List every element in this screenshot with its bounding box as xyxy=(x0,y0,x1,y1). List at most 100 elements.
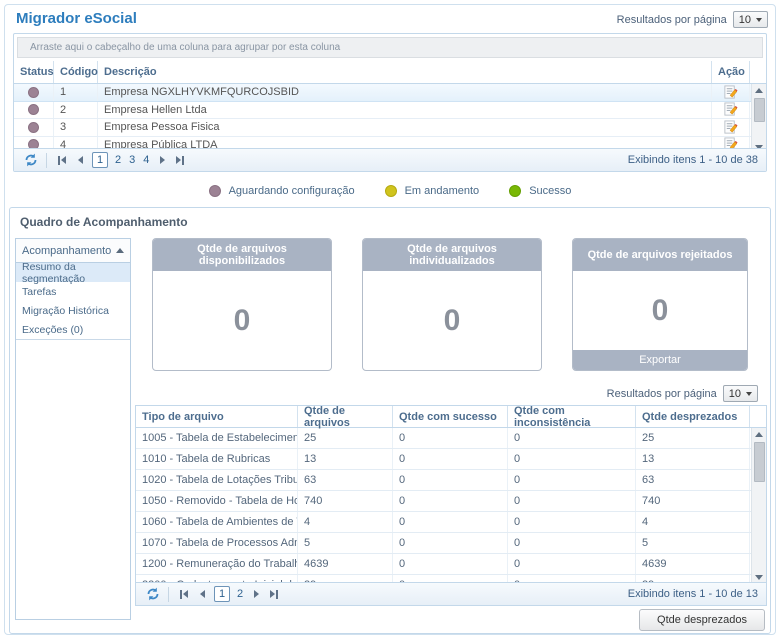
scroll-down-icon[interactable] xyxy=(752,571,766,584)
page-title: Migrador eSocial xyxy=(16,10,137,27)
inconsistencia-cell: 0 xyxy=(508,533,636,553)
column-header-descricao[interactable]: Descrição xyxy=(98,61,712,83)
current-page[interactable]: 1 xyxy=(92,152,108,168)
tipo-cell: 1050 - Removido - Tabela de Horário... xyxy=(136,491,298,511)
table-row[interactable]: 1070 - Tabela de Processos Administ... 5… xyxy=(136,533,766,554)
desprezados-cell: 25 xyxy=(636,428,750,448)
status-icon xyxy=(28,121,39,133)
status-icon xyxy=(28,104,39,116)
next-page-button[interactable] xyxy=(247,586,265,603)
desprezados-cell: 13 xyxy=(636,449,750,469)
page-number[interactable]: 3 xyxy=(129,154,136,166)
status-icon xyxy=(28,86,39,98)
refresh-icon[interactable] xyxy=(22,151,40,169)
status-legend: Aguardando configuração Em andamento Suc… xyxy=(0,182,780,200)
table-row[interactable]: 1060 - Tabela de Ambientes de Trab... 4 … xyxy=(136,512,766,533)
card-title: Qtde de arquivos individualizados xyxy=(363,239,541,271)
sidebar-item-migracao-historica[interactable]: Migração Histórica xyxy=(22,304,109,317)
sucesso-cell: 0 xyxy=(393,512,508,532)
last-page-button[interactable] xyxy=(171,152,189,169)
table-row[interactable]: 1050 - Removido - Tabela de Horário... 7… xyxy=(136,491,766,512)
header-scrollbar-gutter xyxy=(750,406,766,427)
desprezados-cell: 63 xyxy=(636,470,750,490)
tipo-cell: 1200 - Remuneração do Trabalhador xyxy=(136,554,298,574)
sucesso-cell: 0 xyxy=(393,554,508,574)
next-page-button[interactable] xyxy=(153,152,171,169)
scroll-down-icon[interactable] xyxy=(752,141,766,154)
refresh-icon[interactable] xyxy=(144,585,162,603)
table-row[interactable]: 1005 - Tabela de Estabelecimentos, ... 2… xyxy=(136,428,766,449)
column-header-qtde-de-arquivos[interactable]: Qtde de arquivos xyxy=(298,405,393,429)
card-value: 0 xyxy=(443,303,461,337)
scrollbar-thumb[interactable] xyxy=(754,442,765,482)
tipo-cell: 2200 - Cadastramento Inicial do Vín... xyxy=(136,575,298,584)
column-header-status[interactable]: Status xyxy=(14,61,54,83)
sucesso-cell: 0 xyxy=(393,533,508,553)
column-header-tipo-de-arquivo[interactable]: Tipo de arquivo xyxy=(136,406,298,427)
table-row[interactable]: 1020 - Tabela de Lotações Tributárias 63… xyxy=(136,470,766,491)
sidebar-item-resumo-da-segmentacao[interactable]: Resumo da segmentação xyxy=(16,261,130,285)
per-page-select[interactable]: 10 xyxy=(722,385,758,402)
page-number[interactable]: 2 xyxy=(115,154,122,166)
table-row-partial[interactable]: 2200 - Cadastramento Inicial do Vín... 2… xyxy=(136,575,766,584)
previous-page-button[interactable] xyxy=(193,586,211,603)
qtde-cell: 63 xyxy=(298,470,393,490)
quadro-acompanhamento-panel: Quadro de Acompanhamento Acompanhamento … xyxy=(9,207,771,634)
scroll-up-icon[interactable] xyxy=(752,428,766,441)
card-arquivos-individualizados: Qtde de arquivos individualizados 0 xyxy=(362,238,542,371)
sucesso-cell: 0 xyxy=(393,428,508,448)
items-summary: Exibindo itens 1 - 10 de 13 xyxy=(627,588,758,600)
current-page[interactable]: 1 xyxy=(214,586,230,602)
sidebar-header[interactable]: Acompanhamento xyxy=(16,239,130,263)
arquivos-grid-header: Tipo de arquivo Qtde de arquivos Qtde co… xyxy=(136,405,766,429)
scroll-up-icon[interactable] xyxy=(752,84,766,97)
sidebar-item-excecoes[interactable]: Exceções (0) xyxy=(22,323,84,336)
edit-action-icon[interactable] xyxy=(712,101,750,118)
table-row[interactable]: 2 Empresa Hellen Ltda xyxy=(14,101,766,119)
desprezados-cell: 4639 xyxy=(636,554,750,574)
column-header-qtde-desprezados[interactable]: Qtde desprezados xyxy=(636,406,750,427)
inconsistencia-cell: 0 xyxy=(508,575,636,584)
companies-pager: 1 2 3 4 Exibindo itens 1 - 10 de 38 xyxy=(14,148,766,171)
edit-action-icon[interactable] xyxy=(712,119,750,136)
table-row[interactable]: 1010 - Tabela de Rubricas 13 0 0 13 xyxy=(136,449,766,470)
sucesso-cell: 0 xyxy=(393,470,508,490)
column-header-qtde-com-sucesso[interactable]: Qtde com sucesso xyxy=(393,406,508,427)
arquivos-grid-rows: 1005 - Tabela de Estabelecimentos, ... 2… xyxy=(136,428,766,584)
table-row[interactable]: 1 Empresa NGXLHYVKMFQURCOJSBID xyxy=(14,84,766,102)
per-page-select[interactable]: 10 xyxy=(732,11,768,28)
table-row[interactable]: 1200 - Remuneração do Trabalhador 4639 0… xyxy=(136,554,766,575)
vertical-scrollbar[interactable] xyxy=(751,428,766,584)
column-header-acao[interactable]: Ação xyxy=(712,61,750,83)
first-page-button[interactable] xyxy=(53,152,71,169)
page-number[interactable]: 2 xyxy=(237,588,244,600)
table-row[interactable]: 3 Empresa Pessoa Fisica xyxy=(14,119,766,137)
first-page-button[interactable] xyxy=(175,586,193,603)
column-header-codigo[interactable]: Código xyxy=(54,61,98,83)
previous-page-button[interactable] xyxy=(71,152,89,169)
exportar-button[interactable]: Exportar xyxy=(573,350,747,370)
sidebar-item-tarefas[interactable]: Tarefas xyxy=(22,285,57,298)
edit-action-icon[interactable] xyxy=(712,84,750,101)
scrollbar-thumb[interactable] xyxy=(754,98,765,122)
qtde-desprezados-button[interactable]: Qtde desprezados xyxy=(639,609,765,631)
tipo-cell: 1005 - Tabela de Estabelecimentos, ... xyxy=(136,428,298,448)
chevron-down-icon xyxy=(756,17,762,22)
vertical-scrollbar[interactable] xyxy=(751,84,766,154)
column-header-qtde-com-inconsistencia[interactable]: Qtde com inconsistência xyxy=(508,405,636,429)
qtde-cell: 29 xyxy=(298,575,393,584)
per-page-value: 10 xyxy=(728,387,741,400)
tipo-cell: 1010 - Tabela de Rubricas xyxy=(136,449,298,469)
group-by-bar[interactable]: Arraste aqui o cabeçalho de uma coluna p… xyxy=(17,37,763,58)
page-number[interactable]: 4 xyxy=(143,154,150,166)
legend-label: Sucesso xyxy=(529,185,572,197)
card-title: Qtde de arquivos rejeitados xyxy=(573,239,747,271)
tipo-cell: 1060 - Tabela de Ambientes de Trab... xyxy=(136,512,298,532)
pager-divider xyxy=(46,152,47,168)
per-page-value: 10 xyxy=(738,13,751,26)
legend-item: Em andamento xyxy=(384,185,479,197)
inconsistencia-cell: 0 xyxy=(508,554,636,574)
last-page-button[interactable] xyxy=(265,586,283,603)
card-title: Qtde de arquivos disponibilizados xyxy=(153,239,331,271)
card-arquivos-rejeitados: Qtde de arquivos rejeitados 0 Exportar xyxy=(572,238,748,371)
